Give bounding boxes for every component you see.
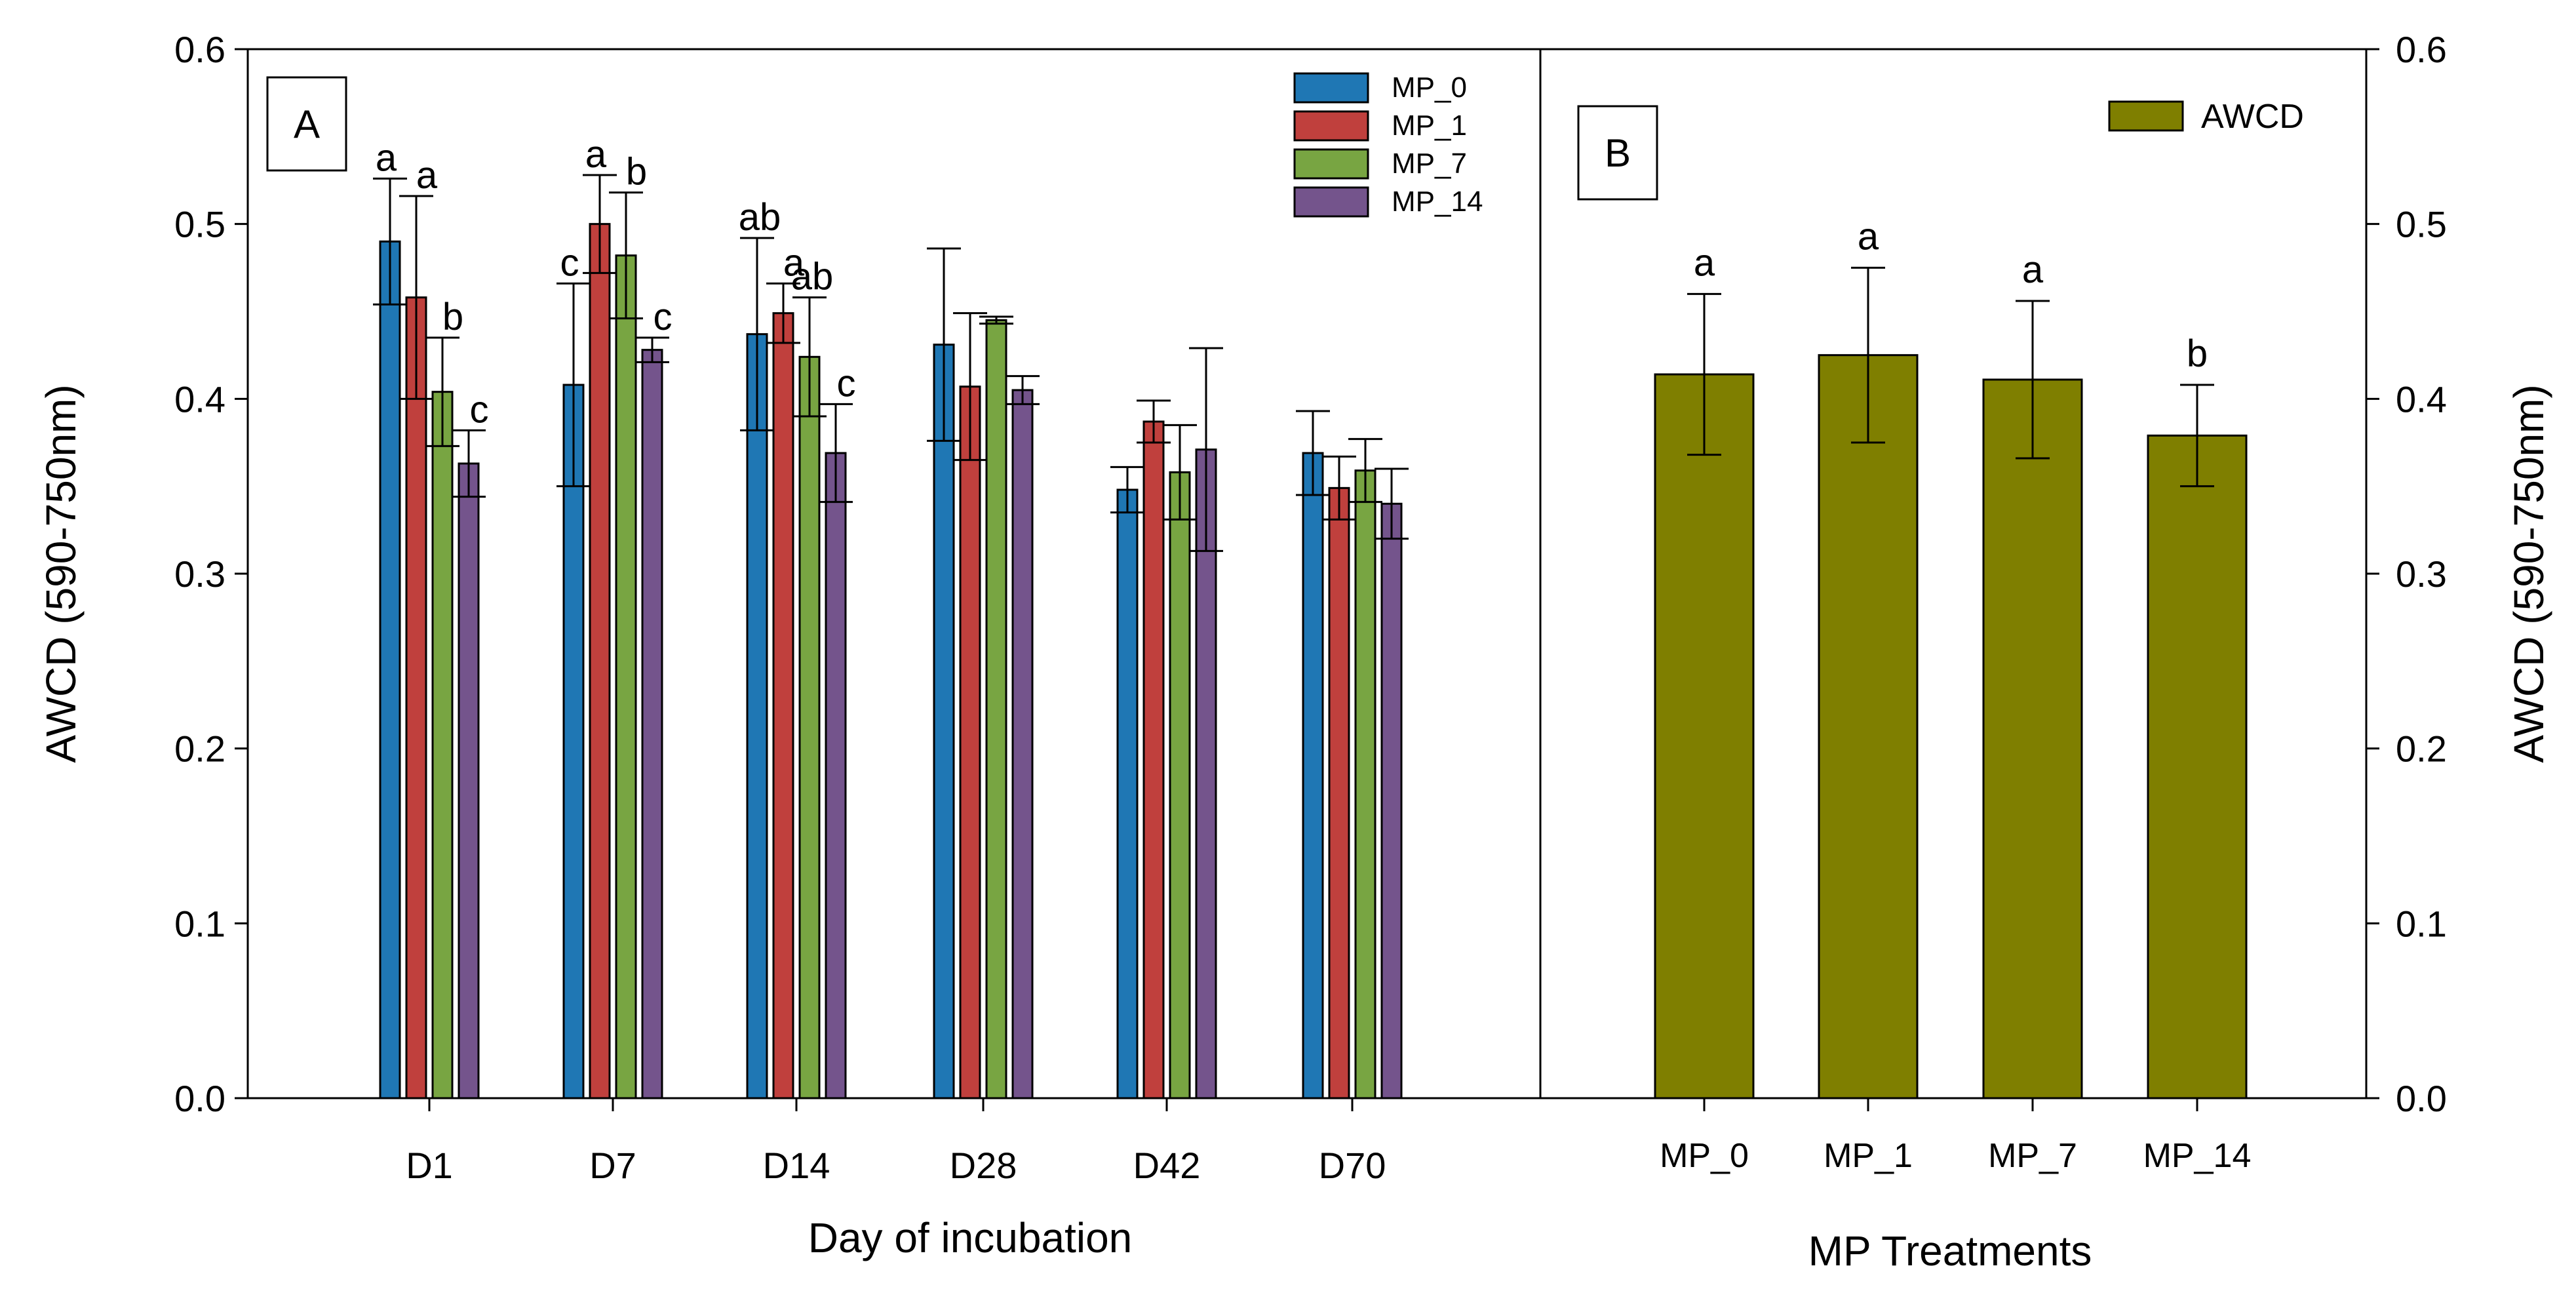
x-tick-label: D28 — [950, 1145, 1017, 1186]
x-axis-title-b: MP Treatments — [1808, 1227, 2092, 1275]
significance-label: ab — [739, 196, 781, 239]
y-tick-label: 0.3 — [2396, 553, 2447, 595]
bar — [985, 319, 1007, 1099]
legend-swatch — [1293, 186, 1369, 218]
legend-label: MP_1 — [1392, 109, 1467, 142]
y-tick-label: 0.0 — [2396, 1078, 2447, 1119]
bar — [933, 344, 955, 1099]
significance-label: a — [1694, 241, 1715, 284]
panel-b-tag: B — [1605, 131, 1631, 175]
bar — [1195, 448, 1217, 1099]
significance-label: b — [2187, 332, 2208, 375]
bar — [746, 333, 768, 1099]
y-tick-label: 0.2 — [174, 728, 225, 770]
bar — [1116, 488, 1139, 1099]
bar — [458, 462, 480, 1099]
x-tick-label: MP_7 — [1988, 1137, 2077, 1175]
legend-label: MP_0 — [1392, 71, 1467, 104]
bar — [1380, 502, 1403, 1099]
bar — [431, 391, 454, 1099]
y-tick-label: 0.5 — [2396, 204, 2447, 245]
significance-label: b — [626, 151, 647, 193]
bar — [1818, 354, 1919, 1099]
x-tick-label: MP_1 — [1824, 1137, 1913, 1175]
significance-label: c — [837, 362, 856, 405]
y-axis-title: AWCD (590-750nm) — [37, 384, 85, 762]
bar — [1328, 486, 1350, 1099]
bar — [1354, 469, 1376, 1099]
bar — [1654, 373, 1755, 1099]
significance-label: c — [560, 241, 579, 284]
y-axis-title-right: AWCD (590-750nm) — [2505, 384, 2552, 762]
bar — [1142, 420, 1165, 1099]
bar — [825, 452, 847, 1099]
legend-swatch — [1293, 72, 1369, 104]
significance-label: b — [442, 296, 463, 338]
legend-swatch — [2108, 100, 2184, 132]
significance-label: a — [416, 154, 438, 197]
bar — [641, 349, 663, 1099]
significance-label: a — [376, 136, 397, 179]
legend-swatch — [1293, 110, 1369, 142]
significance-label: a — [585, 133, 607, 176]
legend-swatch — [1293, 148, 1369, 180]
y-tick-label: 0.5 — [174, 204, 225, 245]
significance-label: a — [1858, 215, 1879, 258]
bar — [1169, 471, 1191, 1099]
significance-label: a — [783, 241, 805, 284]
panel-b: 0.0 0.1 0.2 0.3 0.4 0.5 0.6 AWCD (590-750nm) MP … — [1539, 29, 2552, 1275]
bar — [405, 296, 427, 1099]
bar — [1011, 389, 1034, 1099]
legend-label: AWCD — [2201, 98, 2304, 136]
x-tick-label: MP_14 — [2143, 1137, 2252, 1175]
y-tick-label: 0.2 — [2396, 728, 2447, 770]
bar — [798, 355, 821, 1099]
legend-label: MP_14 — [1392, 186, 1483, 218]
bar — [959, 386, 981, 1099]
bar — [2147, 434, 2248, 1099]
legend-label: MP_7 — [1392, 148, 1467, 180]
significance-label: ab — [791, 256, 834, 298]
y-tick-label: 0.0 — [174, 1078, 225, 1119]
bar — [379, 240, 401, 1099]
y-tick-label: 0.1 — [174, 903, 225, 944]
bar — [1982, 378, 2083, 1099]
y-tick-label: 0.6 — [174, 29, 225, 70]
bar — [1302, 452, 1324, 1099]
significance-label: a — [2022, 248, 2044, 291]
bar — [589, 223, 611, 1099]
panel-b-tag-box — [1577, 105, 1658, 201]
significance-label: c — [470, 388, 489, 431]
y-tick-label: 0.4 — [2396, 378, 2447, 420]
x-tick-label: D14 — [763, 1145, 830, 1186]
y-tick-label: 0.3 — [174, 553, 225, 595]
bar — [562, 384, 585, 1099]
x-axis-title: Day of incubation — [808, 1214, 1133, 1261]
y-tick-label: 0.6 — [2396, 29, 2447, 70]
bar — [772, 312, 794, 1099]
significance-label: c — [654, 296, 673, 338]
panel-a-tag: A — [294, 102, 320, 146]
x-tick-label: D7 — [589, 1145, 636, 1186]
x-tick-label: D42 — [1133, 1145, 1201, 1186]
x-tick-label: D1 — [406, 1145, 453, 1186]
panel-a-tag-box — [266, 76, 347, 172]
bar — [615, 254, 637, 1099]
x-tick-label: MP_0 — [1660, 1137, 1749, 1175]
x-tick-label: D70 — [1319, 1145, 1386, 1186]
y-tick-label: 0.4 — [174, 378, 225, 420]
y-tick-label: 0.1 — [2396, 903, 2447, 944]
panel-a: 0.0 0.1 0.2 0.3 0.4 0.5 0.6 AWCD (590-750nm) Day… — [37, 29, 1542, 1261]
